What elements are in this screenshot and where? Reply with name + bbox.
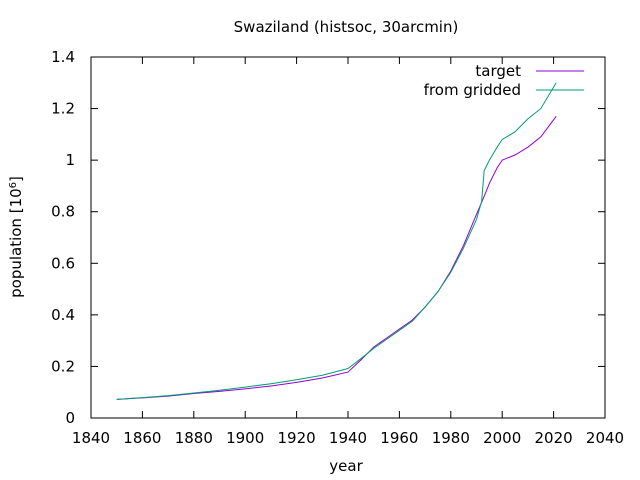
x-tick-label: 1960: [380, 429, 418, 447]
y-tick-label: 0.6: [51, 254, 75, 272]
x-tick-label: 1860: [123, 429, 161, 447]
y-tick-label: 0.4: [51, 306, 75, 324]
chart-title: Swaziland (histsoc, 30arcmin): [234, 18, 459, 36]
x-tick-label: 2040: [586, 429, 624, 447]
y-axis-title-superscript: 6: [8, 182, 19, 188]
legend-label: from gridded: [424, 81, 521, 99]
x-tick-label: 1920: [278, 429, 316, 447]
x-tick-label: 2000: [483, 429, 521, 447]
y-axis-title-main: population [10: [7, 188, 25, 298]
x-tick-label: 1940: [329, 429, 367, 447]
y-tick-label: 1.2: [51, 100, 75, 118]
y-tick-label: 1.4: [51, 48, 75, 66]
series-line-target: [116, 116, 557, 400]
series-layer: [116, 82, 557, 400]
y-axis-title: population [106]: [7, 176, 25, 298]
y-tick-label: 1: [65, 151, 75, 169]
x-tick-label: 1980: [432, 429, 470, 447]
series-line-from-gridded: [116, 82, 557, 400]
x-tick-label: 2020: [535, 429, 573, 447]
y-axis-title-suffix: ]: [7, 176, 25, 182]
y-tick-label: 0.8: [51, 203, 75, 221]
legend-label: target: [475, 62, 521, 80]
y-tick-label: 0: [65, 409, 75, 427]
y-tick-label: 0.2: [51, 357, 75, 375]
x-axis-title: year: [329, 457, 363, 475]
axes: 1840 1860 1880 1900 1920 1940 1960 1980 2000 2020…: [51, 48, 624, 447]
x-tick-label: 1840: [72, 429, 110, 447]
x-tick-label: 1880: [175, 429, 213, 447]
x-tick-label: 1900: [226, 429, 264, 447]
